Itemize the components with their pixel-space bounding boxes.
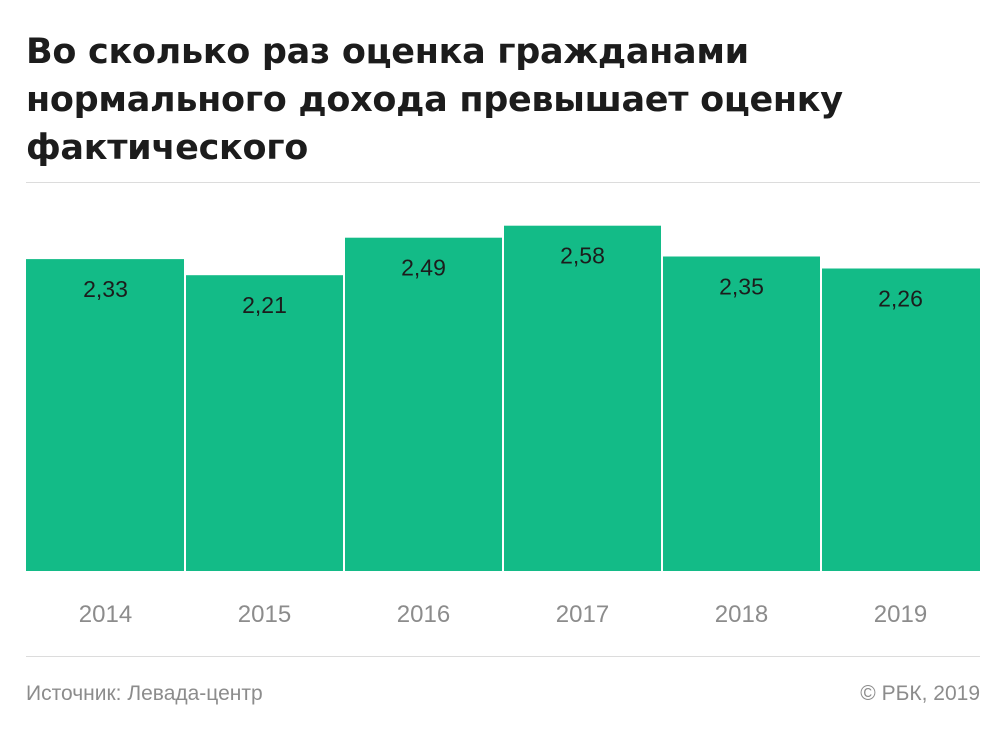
bar-2014 [26, 259, 185, 571]
value-label-2019: 2,26 [878, 286, 923, 312]
chart-title-line-3: фактического [26, 128, 308, 168]
x-tick-2016: 2016 [397, 601, 450, 628]
copyright-note: © РБК, 2019 [860, 682, 980, 705]
value-labels-layer: 2,33 2,21 2,49 2,58 2,35 2,26 [83, 243, 923, 319]
bar-2019 [821, 268, 980, 571]
bar-2017 [503, 225, 662, 571]
bar-2018 [662, 256, 821, 571]
source-note: Источник: Левада-центр [26, 682, 263, 705]
chart-title-line-2: нормального дохода превышает оценку [26, 80, 843, 120]
x-tick-2019: 2019 [874, 601, 927, 628]
chart-title-line-1: Во сколько раз оценка гражданами [26, 32, 749, 72]
x-axis-tick-labels: 2014 2015 2016 2017 2018 2019 [79, 601, 927, 628]
bottom-divider [26, 656, 980, 657]
value-label-2016: 2,49 [401, 255, 446, 281]
value-label-2014: 2,33 [83, 276, 128, 302]
x-tick-2015: 2015 [238, 601, 291, 628]
top-divider [26, 182, 980, 183]
x-tick-2014: 2014 [79, 601, 132, 628]
value-label-2017: 2,58 [560, 243, 605, 269]
bar-2016 [344, 237, 503, 571]
value-label-2018: 2,35 [719, 274, 764, 300]
x-tick-2017: 2017 [556, 601, 609, 628]
bars-layer [26, 200, 980, 571]
value-label-2015: 2,21 [242, 292, 287, 318]
x-tick-2018: 2018 [715, 601, 768, 628]
chart-title: Во сколько раз оценка гражданами нормаль… [26, 28, 926, 172]
bar-2015 [185, 275, 344, 571]
